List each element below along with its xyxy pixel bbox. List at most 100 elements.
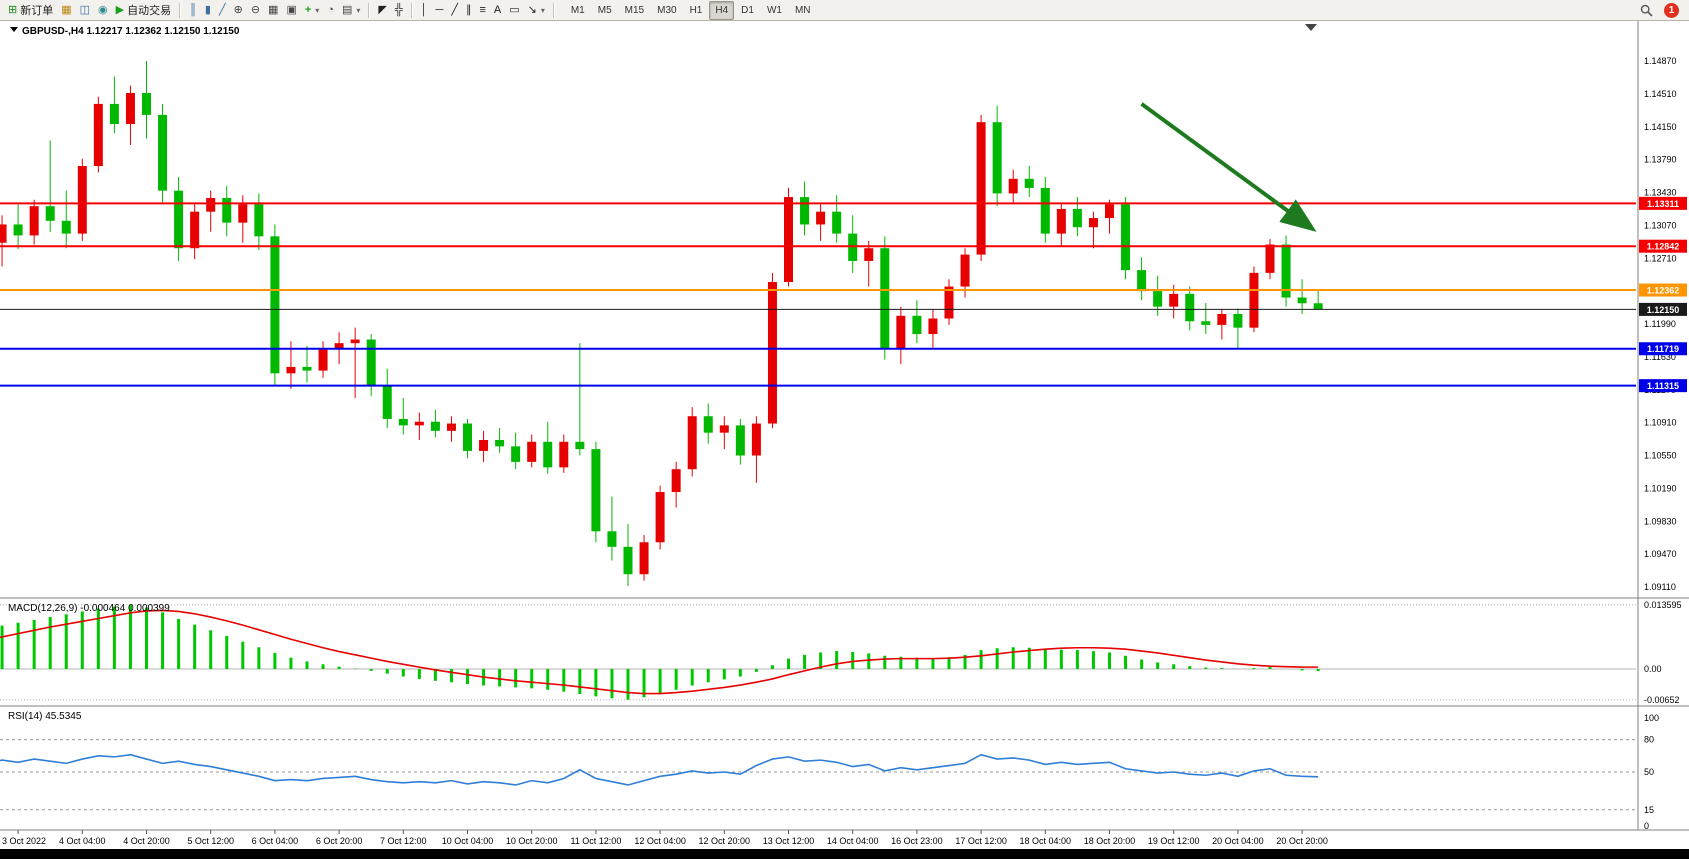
macd-label: MACD(12,26,9) -0.000464 0.000399 bbox=[8, 603, 170, 614]
svg-text:1.11630: 1.11630 bbox=[1644, 352, 1676, 362]
line-chart-icon: ╱ bbox=[218, 3, 226, 16]
svg-text:1.10910: 1.10910 bbox=[1644, 418, 1677, 428]
resistance-line-upper-badge bbox=[1639, 196, 1687, 210]
svg-text:0.00: 0.00 bbox=[1644, 664, 1662, 674]
data-window-button[interactable]: ◫ bbox=[76, 1, 94, 20]
chart-template-icon: ▤ bbox=[341, 3, 353, 16]
rsi-line bbox=[0, 753, 1319, 786]
macd-pane: 0.013595 0.00 -0.00652 MACD(12,26,9) -0.000… bbox=[0, 600, 1682, 705]
bar-chart-button[interactable]: ║ bbox=[185, 1, 201, 20]
search-icon bbox=[1640, 4, 1653, 17]
resistance-line-lower[interactable]: 1.12842 bbox=[0, 239, 1687, 253]
horizontal-line-button[interactable]: ─ bbox=[432, 1, 448, 20]
rsi-label: RSI(14) 45.5345 bbox=[8, 711, 82, 722]
alert-line[interactable]: 1.12362 bbox=[0, 283, 1687, 297]
arrows-icon: ↘ bbox=[527, 3, 537, 16]
arrange-windows-icon: ▣ bbox=[286, 3, 297, 16]
vertical-line-icon: │ bbox=[420, 3, 428, 16]
alert-line-badge bbox=[1639, 283, 1687, 297]
support-line-lower-badge bbox=[1639, 379, 1687, 393]
chart-template-button[interactable]: ▤ ▾ bbox=[338, 1, 364, 20]
arrows-caret-icon: ▾ bbox=[540, 5, 545, 15]
vertical-line-button[interactable]: │ bbox=[417, 1, 432, 20]
notification-badge[interactable]: 1 bbox=[1664, 2, 1679, 18]
navigator-icon: ◉ bbox=[98, 3, 108, 16]
chart-period-button[interactable]: ◔ bbox=[323, 1, 338, 20]
timeframe-h4-button[interactable]: H4 bbox=[709, 0, 735, 20]
support-line-lower[interactable]: 1.11315 bbox=[0, 379, 1687, 393]
symbol-marker-icon bbox=[10, 27, 18, 32]
chart-shift-marker-icon[interactable] bbox=[1305, 24, 1317, 31]
cursor-button[interactable]: ◤ bbox=[374, 1, 390, 20]
horizontal-line-icon: ─ bbox=[435, 3, 444, 16]
zoom-in-icon: ⊕ bbox=[233, 3, 243, 16]
svg-text:1.10550: 1.10550 bbox=[1644, 451, 1677, 461]
market-watch-button[interactable]: ▦ bbox=[57, 1, 75, 20]
new-chart-icon: + bbox=[304, 3, 312, 16]
timeframe-h1-button[interactable]: H1 bbox=[689, 4, 703, 16]
autotrading-label: 自动交易 bbox=[127, 5, 172, 17]
macd-signal-line bbox=[0, 609, 1319, 695]
new-order-label: 新订单 bbox=[20, 5, 54, 17]
toolbar-separator bbox=[552, 2, 555, 18]
text-button[interactable]: A bbox=[490, 1, 505, 20]
svg-text:1.13430: 1.13430 bbox=[1644, 188, 1677, 198]
crosshair-button[interactable]: ╬ bbox=[391, 1, 407, 20]
pane-separators bbox=[0, 21, 1689, 831]
chart-period-icon: ◔ bbox=[327, 3, 334, 16]
svg-text:1.13790: 1.13790 bbox=[1644, 155, 1677, 165]
navigator-button[interactable]: ◉ bbox=[94, 1, 112, 20]
resistance-line-upper[interactable]: 1.13311 bbox=[0, 196, 1687, 210]
svg-text:3 Oct 2022: 3 Oct 2022 bbox=[2, 836, 46, 846]
equidistant-channel-button[interactable]: ∥ bbox=[462, 1, 476, 20]
tile-windows-button[interactable]: ▦ bbox=[264, 1, 282, 20]
zoom-out-button[interactable]: ⊖ bbox=[247, 1, 264, 20]
new-order-button[interactable]: ⊞ 新订单 bbox=[4, 1, 57, 20]
text-label-icon: ▭ bbox=[509, 3, 520, 16]
svg-text:1.11990: 1.11990 bbox=[1644, 319, 1676, 329]
fibonacci-button[interactable]: ≡ bbox=[475, 1, 489, 20]
svg-text:80: 80 bbox=[1644, 735, 1654, 745]
timeframe-m15-button[interactable]: M15 bbox=[624, 4, 645, 16]
svg-text:0: 0 bbox=[1644, 821, 1649, 831]
svg-text:1.11719: 1.11719 bbox=[1647, 344, 1679, 354]
toolbar-separator bbox=[410, 2, 413, 18]
new-chart-caret-icon: ▾ bbox=[315, 5, 320, 15]
arrange-windows-button[interactable]: ▣ bbox=[282, 1, 300, 20]
timeframe-w1-button[interactable]: W1 bbox=[766, 4, 782, 16]
support-line-upper[interactable]: 1.11719 bbox=[0, 342, 1687, 356]
candles-layer bbox=[0, 61, 1323, 587]
timeframe-m30-button[interactable]: M30 bbox=[657, 4, 677, 16]
text-label-button[interactable]: ▭ bbox=[505, 1, 523, 20]
current-price-line[interactable]: 1.12150 bbox=[0, 302, 1687, 316]
timeframe-m5-button[interactable]: M5 bbox=[597, 4, 612, 16]
downtrend-arrow[interactable] bbox=[1140, 102, 1317, 232]
autotrading-button[interactable]: ▶ 自动交易 bbox=[112, 1, 175, 20]
svg-text:14 Oct 04:00: 14 Oct 04:00 bbox=[827, 836, 879, 846]
svg-text:1.09110: 1.09110 bbox=[1644, 582, 1676, 592]
svg-text:18 Oct 20:00: 18 Oct 20:00 bbox=[1084, 836, 1136, 846]
search-button[interactable] bbox=[1636, 1, 1657, 20]
timeframe-m1-button[interactable]: M1 bbox=[570, 4, 585, 16]
bottom-strip bbox=[0, 849, 1689, 859]
svg-text:0.013595: 0.013595 bbox=[1644, 600, 1682, 610]
line-chart-button[interactable]: ╱ bbox=[215, 1, 230, 20]
equidistant-channel-icon: ∥ bbox=[465, 3, 472, 16]
timeframe-d1-button[interactable]: D1 bbox=[741, 4, 754, 16]
zoom-in-button[interactable]: ⊕ bbox=[230, 1, 247, 20]
arrows-button[interactable]: ↘ ▾ bbox=[524, 1, 549, 20]
new-chart-button[interactable]: + ▾ bbox=[301, 1, 323, 20]
cursor-icon: ◤ bbox=[378, 3, 387, 16]
svg-text:5 Oct 12:00: 5 Oct 12:00 bbox=[187, 836, 234, 846]
symbol-ohlc-label: GBPUSD-,H4 1.12217 1.12362 1.12150 1.121… bbox=[22, 26, 240, 37]
timeframe-mn-button[interactable]: MN bbox=[794, 4, 811, 16]
svg-text:12 Oct 04:00: 12 Oct 04:00 bbox=[634, 836, 686, 846]
trendline-button[interactable]: ╱ bbox=[447, 1, 462, 20]
crosshair-icon: ╬ bbox=[394, 3, 403, 16]
toolbar-buttons: ⊞ 新订单 ▦ ◫ ◉ ▶ 自动交易 ║ ▮ ╱ ⊕ ⊖ ▦ ▣ + ▾ ◔ ▤ ▾ ◤ ╬ │ ─ ╱ ∥ ≡ A ▭ ↘ ▾ bbox=[4, 1, 549, 20]
svg-text:18 Oct 04:00: 18 Oct 04:00 bbox=[1020, 836, 1072, 846]
candlestick-chart-button[interactable]: ▮ bbox=[201, 1, 215, 20]
svg-text:13 Oct 12:00: 13 Oct 12:00 bbox=[763, 836, 815, 846]
svg-text:50: 50 bbox=[1644, 767, 1654, 777]
